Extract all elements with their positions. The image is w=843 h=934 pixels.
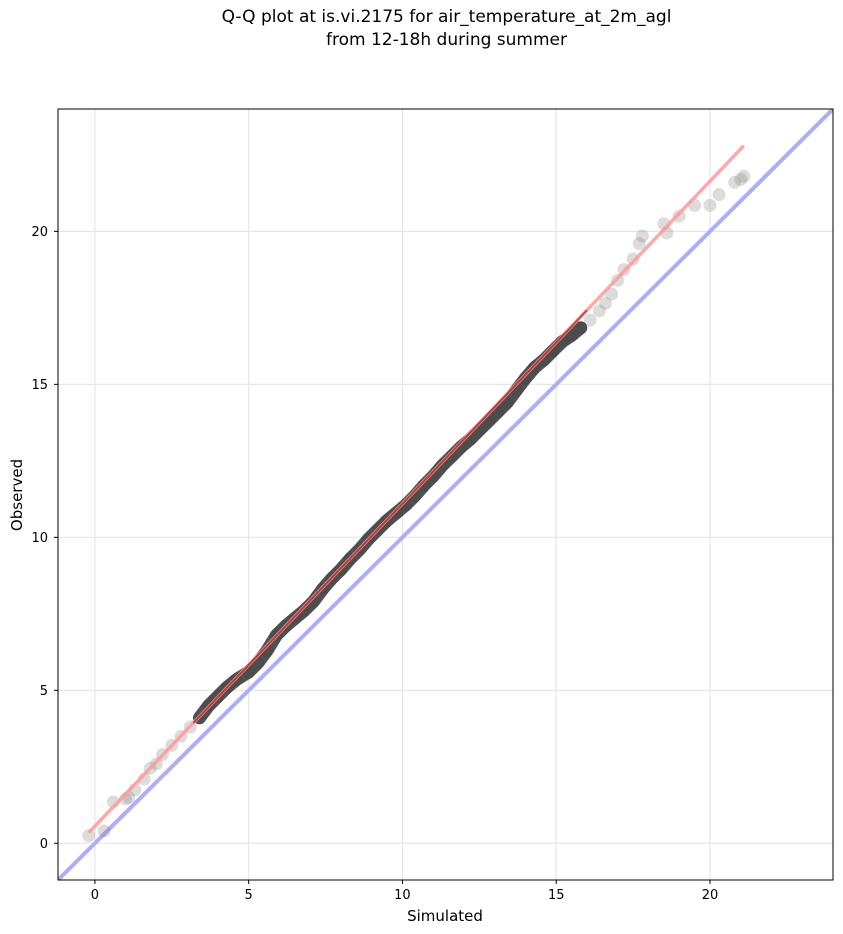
quantile-point [632, 237, 646, 251]
quantile-point [583, 313, 597, 327]
quantile-point [97, 824, 111, 838]
x-tick-label: 10 [394, 888, 411, 903]
reference-lines [58, 109, 833, 880]
x-tick-label: 15 [548, 888, 565, 903]
identity-line [58, 109, 833, 880]
y-tick-label: 0 [40, 837, 48, 852]
y-tick-label: 10 [31, 531, 48, 546]
grid [58, 109, 833, 880]
quantile-point [598, 296, 612, 310]
quantile-point [635, 229, 649, 243]
quantile-point [703, 198, 717, 212]
quantile-point [592, 304, 606, 318]
quantile-points [82, 144, 751, 843]
quantile-point [737, 169, 751, 183]
x-tick-label: 5 [245, 888, 253, 903]
x-tick-label: 20 [702, 888, 719, 903]
y-tick-label: 15 [31, 378, 48, 393]
y-axis-label: Observed [8, 459, 26, 531]
quantile-point [728, 175, 742, 189]
quantile-point [626, 252, 640, 266]
y-tick-label: 5 [40, 684, 48, 699]
y-tick-label: 20 [31, 225, 48, 240]
quantile-point [712, 188, 726, 202]
quantile-point [82, 829, 96, 843]
quantile-point [605, 287, 619, 301]
quantile-point [734, 172, 748, 186]
plot-frame [57, 108, 834, 881]
quantile-point-band [193, 321, 588, 725]
axis-ticks: 0 5 10 15 20 0 5 10 15 20 [31, 225, 718, 903]
fit-line-core [192, 309, 588, 724]
x-tick-label: 0 [91, 888, 99, 903]
chart-title: Q-Q plot at is.vi.2175 for air_temperatu… [221, 7, 672, 50]
x-axis-label: Simulated [407, 907, 483, 925]
